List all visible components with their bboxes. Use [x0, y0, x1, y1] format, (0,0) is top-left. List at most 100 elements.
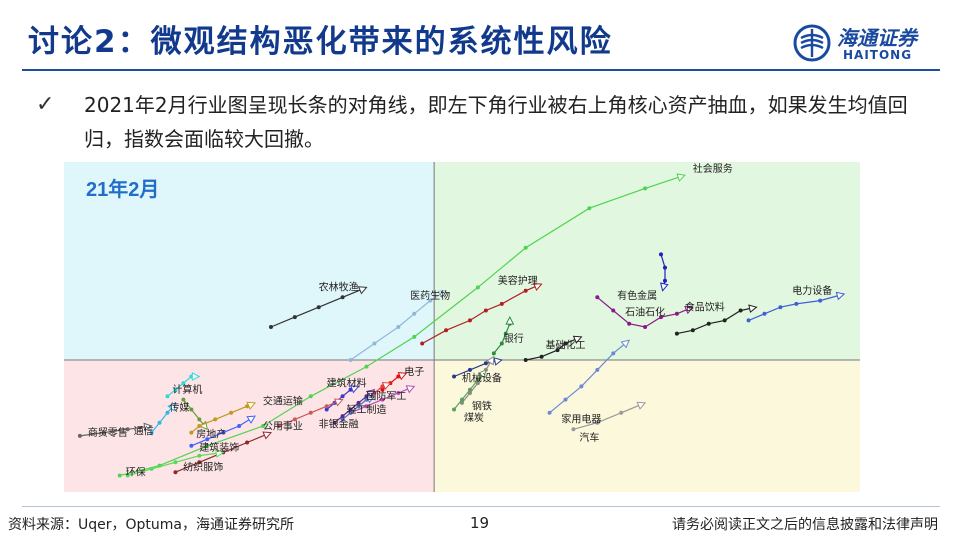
industry-label: 轻工制造 — [346, 403, 386, 416]
industry-label: 有色金属 — [617, 289, 657, 302]
series-arrowhead — [167, 402, 177, 412]
series-point — [149, 430, 154, 435]
series-point — [428, 298, 433, 303]
series-point — [499, 301, 504, 306]
series-point — [746, 318, 751, 323]
series-arrowhead — [397, 372, 408, 381]
series-15 — [380, 372, 408, 392]
bullet-point: ✓ 2021年2月行业图呈现长条的对角线，即左下角行业被右上角核心资产抽血，如果… — [36, 88, 926, 156]
series-point — [503, 331, 508, 336]
industry-label: 房地产 — [196, 428, 226, 441]
industry-label: 传媒 — [169, 402, 189, 414]
series-point — [229, 410, 234, 415]
series-point — [547, 410, 552, 415]
quadrant-bottom-left — [64, 360, 435, 492]
series-point — [460, 400, 464, 405]
series-point — [237, 424, 242, 428]
series-arrowhead — [684, 306, 694, 315]
series-point — [356, 400, 361, 405]
series-arrowhead — [835, 291, 846, 301]
series-point — [292, 417, 297, 422]
quadrant-bottom-right — [434, 360, 860, 492]
series-point — [268, 325, 273, 329]
industry-label: 非银金融 — [319, 418, 359, 431]
series-point — [690, 328, 695, 333]
series-point — [181, 397, 186, 402]
series-12 — [452, 369, 487, 412]
series-5 — [595, 295, 694, 329]
series-point — [324, 407, 329, 412]
logo-cn-text: 海通证券 — [837, 26, 917, 50]
logo-en-text: HAITONG — [843, 48, 913, 62]
quadrant-top-right — [434, 162, 860, 360]
series-29 — [125, 449, 225, 478]
series-point — [674, 311, 679, 316]
series-8 — [491, 316, 515, 356]
series-point — [348, 358, 353, 362]
series-arrowhead — [636, 401, 647, 410]
series-point — [181, 381, 186, 386]
industry-label: 通信 — [134, 425, 154, 437]
series-point — [659, 252, 663, 257]
industry-label: 美容护理 — [498, 274, 538, 287]
series-point — [261, 424, 265, 428]
series-point — [460, 397, 464, 402]
series-9 — [523, 335, 583, 362]
industry-label: 医药生物 — [410, 289, 450, 302]
series-point — [762, 311, 767, 316]
series-arrowhead — [334, 398, 344, 407]
series-point — [245, 440, 250, 445]
series-point — [706, 321, 711, 326]
series-point — [452, 407, 457, 412]
series-point — [292, 315, 297, 320]
series-point — [173, 387, 178, 392]
series-1 — [268, 286, 368, 329]
series-point — [205, 443, 210, 448]
industry-label: 建筑装饰 — [199, 441, 239, 454]
series-point — [818, 298, 823, 303]
industry-label: 农林牧渔 — [319, 281, 359, 294]
series-point — [348, 407, 353, 412]
series-line — [79, 425, 152, 437]
series-0 — [117, 173, 686, 478]
series-point — [165, 394, 170, 399]
series-point — [213, 417, 218, 422]
quadrant-top-left — [64, 162, 435, 360]
series-point — [674, 331, 679, 336]
series-line — [350, 290, 447, 361]
series-point — [722, 318, 727, 323]
industry-label: 国防军工 — [366, 390, 406, 403]
series-20 — [332, 388, 376, 425]
series-point — [467, 318, 472, 323]
series-22 — [165, 372, 201, 399]
series-point — [467, 367, 472, 372]
series-point — [324, 404, 329, 409]
title-divider — [22, 69, 940, 71]
series-point — [659, 315, 663, 320]
series-point — [563, 341, 568, 346]
series-point — [420, 341, 425, 346]
series-point — [619, 410, 624, 415]
industry-label: 石油石化 — [625, 305, 665, 318]
bullet-text: 2021年2月行业图呈现长条的对角线，即左下角行业被右上角核心资产抽血，如果发生… — [84, 93, 908, 151]
series-point — [555, 348, 560, 353]
series-point — [340, 295, 345, 300]
series-arrowhead — [262, 431, 273, 440]
series-point — [380, 397, 385, 402]
series-point — [611, 308, 616, 313]
series-arrowhead — [676, 173, 686, 182]
series-point — [475, 285, 480, 290]
series-point — [523, 358, 528, 362]
series-point — [539, 354, 544, 359]
series-point — [396, 325, 401, 329]
series-arrowhead — [477, 369, 487, 379]
series-arrowhead — [572, 335, 583, 344]
series-point — [794, 301, 799, 306]
series-point — [340, 414, 345, 419]
series-point — [412, 311, 417, 316]
series-point — [189, 407, 194, 412]
series-point — [778, 305, 783, 310]
industry-label: 社会服务 — [693, 162, 733, 175]
industry-label: 汽车 — [579, 431, 599, 444]
